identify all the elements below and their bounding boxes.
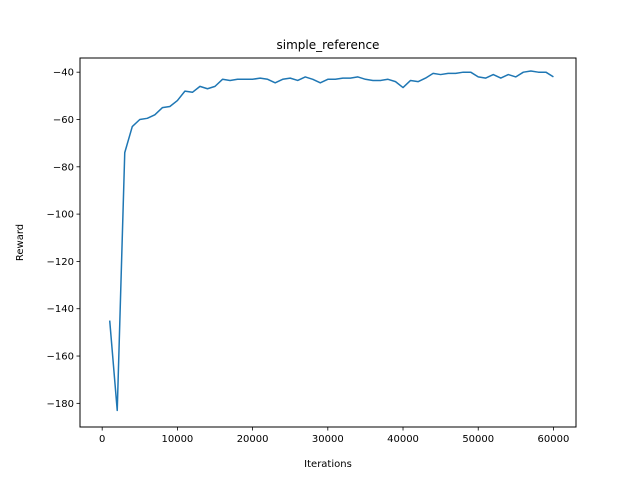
- x-tick-label: 50000: [462, 434, 494, 445]
- y-tick-label: −80: [53, 162, 74, 173]
- x-tick-label: 10000: [161, 434, 193, 445]
- plot-data-layer: [108, 70, 554, 412]
- y-tick-label: −100: [47, 210, 74, 221]
- x-axis-label: Iterations: [304, 459, 352, 470]
- x-tick-label: 0: [99, 434, 105, 445]
- y-tick-label: −40: [53, 68, 74, 79]
- x-axis-ticks: 0 10000 20000 30000 40000 50000 60000: [99, 427, 569, 445]
- plot-frame: [79, 57, 577, 428]
- y-tick-label: −120: [47, 257, 74, 268]
- y-tick-label: −60: [53, 115, 74, 126]
- y-tick-label: −180: [47, 399, 74, 410]
- y-tick-label: −140: [47, 304, 74, 315]
- x-tick-label: 40000: [387, 434, 419, 445]
- y-axis-label: Reward: [15, 224, 26, 261]
- x-tick-label: 20000: [237, 434, 269, 445]
- y-tick-label: −160: [47, 352, 74, 363]
- chart-title: simple_reference: [277, 38, 380, 52]
- series-line-0: [108, 70, 554, 412]
- y-axis-ticks: −180 −160 −140 −120 −100 −80 −60 −40: [47, 68, 80, 410]
- x-tick-label: 60000: [538, 434, 570, 445]
- x-tick-label: 30000: [312, 434, 344, 445]
